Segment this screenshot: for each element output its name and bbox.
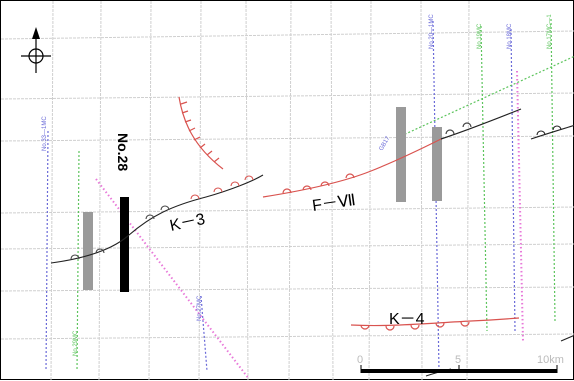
- scale-bar: 0 5 10km: [357, 354, 564, 373]
- label-no28: No.28: [115, 133, 131, 171]
- profile-bars: [83, 107, 442, 290]
- scale-tick-0: 0: [357, 354, 363, 366]
- tag-right-green-2: No.17MC—1: [547, 14, 553, 49]
- tag-mid-blue: No.27MC: [197, 295, 203, 321]
- fault-upper-left-red: [178, 96, 224, 170]
- fault-k3: [50, 174, 264, 264]
- survey-line-right-blue-2: [510, 28, 516, 332]
- scale-tick-5: 5: [455, 354, 461, 366]
- survey-line-right-green-2: [550, 18, 556, 322]
- tag-right-blue-2: No.18MC: [507, 23, 513, 49]
- north-arrow-crosshair-icon: [21, 27, 51, 73]
- grey-bar-left: [83, 212, 93, 290]
- fault-fvii: [262, 108, 522, 198]
- pink-line-vertical: [516, 70, 524, 342]
- survey-line-right-green-1: [480, 25, 488, 332]
- pink-survey-lines: [95, 70, 524, 380]
- survey-line-left-green: [76, 150, 80, 372]
- label-fault-k4: K－4: [389, 311, 425, 328]
- tag-left-green: No.29MC: [73, 330, 79, 356]
- pink-line-diagonal: [95, 178, 250, 380]
- fault-right-black: [530, 124, 574, 140]
- tag-right-blue-1: No.20—1MC: [429, 14, 435, 49]
- label-fault-fvii: F－Ⅶ: [311, 192, 357, 215]
- fault-k4: [350, 317, 520, 331]
- fault-k3-red-ticks: [190, 175, 254, 200]
- grey-bar-right-2: [432, 127, 442, 201]
- survey-lines: [45, 18, 574, 372]
- scale-tick-10km: 10km: [537, 354, 564, 366]
- label-fault-k3: K－3: [168, 211, 206, 235]
- survey-line-mid-blue: [200, 295, 208, 372]
- profile-line-no28: [120, 197, 129, 292]
- tag-left-blue: No.33—1MC: [42, 116, 48, 151]
- tag-right-green-1: No.19MC: [477, 23, 483, 49]
- survey-line-left-blue: [45, 130, 49, 372]
- grey-bar-right-1: [396, 107, 406, 202]
- survey-line-green-diagonal: [400, 55, 574, 137]
